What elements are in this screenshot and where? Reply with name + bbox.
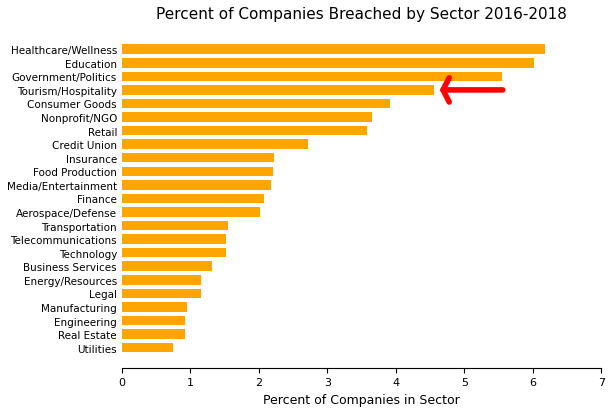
Bar bbox=[122, 302, 187, 312]
Bar bbox=[122, 208, 260, 217]
Bar bbox=[122, 126, 367, 136]
Bar bbox=[122, 194, 264, 204]
Bar bbox=[122, 248, 226, 258]
Bar bbox=[122, 235, 226, 244]
Bar bbox=[122, 343, 173, 353]
Bar bbox=[122, 316, 185, 325]
Bar bbox=[122, 330, 185, 339]
Title: Percent of Companies Breached by Sector 2016-2018: Percent of Companies Breached by Sector … bbox=[156, 7, 567, 22]
Bar bbox=[122, 113, 372, 123]
Bar bbox=[122, 100, 390, 109]
Bar bbox=[122, 86, 434, 95]
Bar bbox=[122, 167, 273, 177]
Bar bbox=[122, 45, 545, 55]
Bar bbox=[122, 275, 201, 285]
Bar bbox=[122, 180, 271, 190]
Bar bbox=[122, 221, 228, 231]
Bar bbox=[122, 59, 534, 68]
Bar bbox=[122, 289, 201, 299]
Bar bbox=[122, 262, 212, 271]
X-axis label: Percent of Companies in Sector: Percent of Companies in Sector bbox=[263, 393, 460, 406]
Bar bbox=[122, 140, 308, 150]
Bar bbox=[122, 72, 502, 82]
Bar bbox=[122, 154, 274, 163]
